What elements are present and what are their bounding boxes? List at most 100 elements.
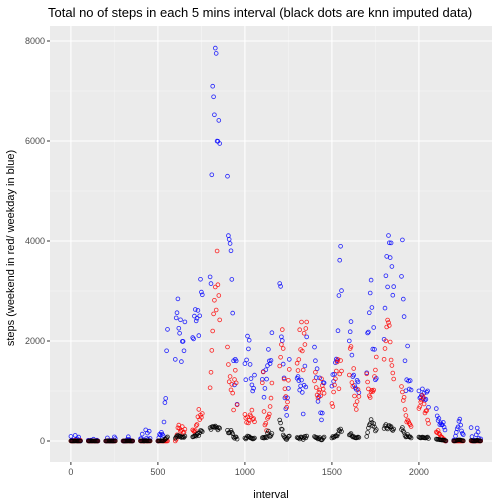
weekday-data-point bbox=[251, 385, 256, 391]
weekday-data-point bbox=[277, 281, 283, 286]
weekend-data-point bbox=[196, 407, 202, 412]
weekday-data-point bbox=[416, 388, 422, 394]
y-tick-label: 6000 bbox=[25, 136, 45, 146]
weekend-data-point bbox=[266, 414, 271, 420]
weekday-data-point bbox=[401, 314, 407, 319]
weekend-data-point bbox=[417, 404, 423, 409]
weekend-data-point bbox=[294, 360, 300, 366]
x-tick-label: 0 bbox=[68, 467, 73, 477]
weekday-data-point bbox=[247, 362, 253, 367]
weekday-data-point bbox=[314, 366, 320, 372]
weekday-data-point bbox=[181, 348, 187, 354]
weekday-data-point bbox=[389, 264, 395, 269]
weekend-data-point bbox=[279, 327, 285, 332]
weekend-data-point bbox=[215, 282, 221, 288]
weekday-data-point bbox=[216, 118, 222, 123]
weekend-data-point bbox=[367, 395, 373, 400]
imputed-data-point bbox=[443, 438, 449, 444]
weekday-data-point bbox=[195, 308, 201, 313]
weekend-data-point bbox=[400, 398, 406, 403]
weekday-data-point bbox=[474, 425, 480, 431]
weekday-data-point bbox=[164, 348, 169, 354]
weekday-data-point bbox=[266, 347, 271, 352]
weekend-data-point bbox=[353, 402, 358, 408]
weekday-data-point bbox=[229, 277, 235, 282]
weekend-data-point bbox=[336, 386, 342, 392]
weekday-data-point bbox=[230, 310, 236, 316]
weekend-data-point bbox=[318, 393, 323, 399]
weekend-data-point bbox=[300, 367, 306, 373]
imputed-data-point bbox=[304, 433, 310, 439]
weekday-data-point bbox=[391, 284, 397, 289]
weekend-data-point bbox=[353, 407, 359, 412]
weekend-data-point bbox=[173, 437, 179, 442]
weekend-data-point bbox=[209, 348, 215, 353]
imputed-data-point bbox=[321, 434, 327, 440]
weekday-data-point bbox=[337, 257, 343, 263]
imputed-data-point bbox=[113, 438, 118, 444]
weekday-data-point bbox=[233, 358, 239, 364]
weekday-data-point bbox=[199, 289, 204, 295]
weekend-data-point bbox=[216, 293, 222, 298]
weekday-data-point bbox=[366, 310, 372, 316]
weekend-data-point bbox=[299, 348, 305, 354]
weekend-data-point bbox=[304, 319, 310, 325]
weekday-data-point bbox=[386, 233, 391, 238]
weekend-data-point bbox=[191, 428, 196, 434]
weekend-data-point bbox=[313, 369, 318, 375]
weekday-data-point bbox=[382, 305, 388, 311]
x-tick-label: 1000 bbox=[235, 467, 255, 477]
weekday-data-point bbox=[180, 339, 186, 344]
weekday-data-point bbox=[246, 346, 251, 352]
weekend-data-point bbox=[373, 367, 378, 373]
weekday-data-point bbox=[369, 305, 375, 310]
imputed-data-point bbox=[182, 433, 188, 439]
weekday-data-point bbox=[210, 83, 216, 89]
weekday-data-point bbox=[269, 330, 275, 336]
weekday-data-point bbox=[338, 244, 343, 249]
weekend-data-point bbox=[259, 380, 265, 386]
weekend-data-point bbox=[277, 363, 283, 369]
weekend-data-point bbox=[182, 426, 188, 432]
weekday-data-point bbox=[228, 248, 234, 254]
weekend-data-point bbox=[261, 409, 267, 414]
weekday-data-point bbox=[227, 241, 233, 246]
weekend-data-point bbox=[211, 311, 216, 317]
y-tick-label: 2000 bbox=[25, 336, 45, 346]
weekday-data-point bbox=[368, 277, 374, 283]
weekday-data-point bbox=[319, 410, 325, 416]
weekday-data-point bbox=[318, 410, 323, 416]
weekend-data-point bbox=[330, 404, 336, 409]
imputed-data-point bbox=[286, 433, 292, 439]
weekday-data-point bbox=[433, 406, 439, 411]
weekday-data-point bbox=[436, 416, 442, 421]
weekend-data-point bbox=[372, 374, 377, 379]
weekday-data-point bbox=[209, 172, 215, 178]
weekday-data-point bbox=[176, 325, 182, 331]
data-points bbox=[68, 45, 484, 444]
weekday-data-point bbox=[400, 237, 405, 243]
weekend-data-point bbox=[388, 357, 394, 363]
imputed-data-point bbox=[366, 425, 371, 431]
chart-title: Total no of steps in each 5 mins interva… bbox=[48, 5, 472, 20]
weekend-data-point bbox=[260, 369, 266, 375]
imputed-data-point bbox=[269, 431, 275, 436]
weekday-data-point bbox=[252, 372, 257, 378]
weekend-data-point bbox=[339, 368, 344, 374]
weekend-data-point bbox=[193, 428, 198, 433]
weekend-data-point bbox=[313, 385, 319, 390]
x-axis: 0 500 1000 1500 2000 bbox=[68, 462, 429, 477]
weekday-data-point bbox=[335, 328, 341, 334]
weekend-data-point bbox=[281, 376, 287, 382]
weekday-data-point bbox=[456, 418, 462, 424]
weekday-data-point bbox=[193, 307, 198, 312]
weekend-data-point bbox=[226, 362, 231, 367]
weekday-data-point bbox=[243, 377, 249, 383]
weekend-data-point bbox=[403, 413, 409, 418]
weekday-data-point bbox=[457, 416, 463, 422]
weekend-data-point bbox=[194, 422, 200, 427]
weekday-data-point bbox=[244, 357, 249, 363]
weekend-data-point bbox=[435, 428, 441, 433]
imputed-data-point bbox=[231, 434, 236, 440]
